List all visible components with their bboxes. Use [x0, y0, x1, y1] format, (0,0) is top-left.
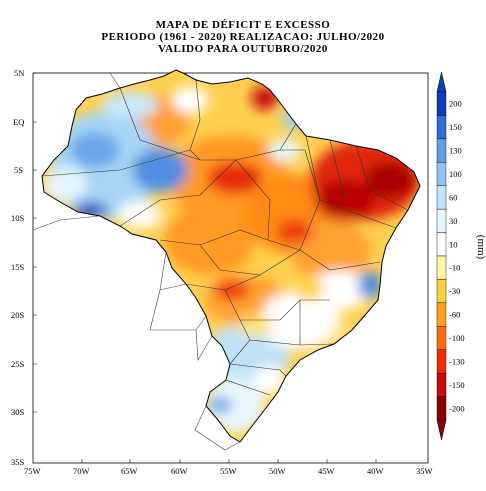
colorbar-label: -10	[449, 263, 460, 273]
lat-label: 25S	[11, 359, 25, 369]
colorbar: 200 150 130 100 60 30 10 -10 -30 -60 -100 -130 -150 -…	[436, 71, 465, 441]
lon-label: 65W	[121, 466, 138, 476]
colorbar-segment	[436, 372, 447, 397]
axis-ticks	[33, 72, 377, 463]
colorbar-label: 10	[449, 239, 458, 249]
lon-label: 45W	[318, 466, 335, 476]
colorbar-arrow-bottom	[436, 419, 447, 441]
longitude-labels: 75W 70W 65W 60W 55W 50W 45W 40W 35W	[24, 466, 433, 476]
lon-label: 35W	[416, 466, 433, 476]
colorbar-segment	[436, 326, 447, 350]
colorbar-label: -130	[449, 356, 465, 366]
lon-label: 50W	[269, 466, 286, 476]
colorbar-label: 60	[449, 192, 458, 202]
lon-label: 75W	[24, 466, 41, 476]
lat-label: 5N	[14, 68, 24, 78]
colorbar-segment	[436, 91, 447, 116]
colorbar-segment	[436, 115, 447, 140]
colorbar-label: 30	[449, 216, 458, 226]
colorbar-label: -30	[449, 286, 460, 296]
colorbar-label: -100	[449, 333, 465, 343]
colorbar-label: 200	[449, 99, 462, 109]
lat-label: 10S	[11, 213, 25, 223]
colorbar-segment	[436, 349, 447, 374]
colorbar-segment	[436, 255, 447, 280]
map-title-line2: PERIODO (1961 - 2020) REALIZACAO: JULHO/…	[101, 31, 385, 43]
lat-label: 5S	[14, 165, 23, 175]
lat-label: 20S	[11, 310, 25, 320]
colorbar-arrow-top	[436, 71, 447, 93]
colorbar-label: 130	[449, 146, 462, 156]
colorbar-segment	[436, 162, 447, 186]
colorbar-segment	[436, 232, 447, 257]
map-title-line1: MAPA DE DÉFICIT E EXCESSO	[155, 19, 331, 31]
lat-label: 35S	[11, 457, 25, 467]
lat-label: EQ	[13, 117, 24, 127]
colorbar-unit: (mm)	[475, 235, 486, 260]
lon-label: 60W	[171, 466, 188, 476]
colorbar-segment	[436, 396, 447, 421]
lon-label: 55W	[220, 466, 237, 476]
colorbar-segment	[436, 279, 447, 304]
latitude-labels: 5N EQ 5S 10S 15S 20S 25S 30S 35S	[11, 68, 25, 467]
colorbar-segment	[436, 185, 447, 210]
colorbar-label: 150	[449, 122, 462, 132]
colorbar-segment	[436, 208, 447, 233]
lat-label: 15S	[11, 262, 25, 272]
lat-label: 30S	[11, 407, 25, 417]
map-title-line3: VALIDO PARA OUTUBRO/2020	[158, 43, 328, 55]
colorbar-label: -60	[449, 310, 460, 320]
colorbar-segment	[436, 138, 447, 163]
lon-label: 70W	[73, 466, 90, 476]
colorbar-segment	[436, 302, 447, 327]
neighbour-borders	[32, 72, 241, 451]
lon-label: 40W	[367, 466, 384, 476]
colorbar-label: 100	[449, 169, 462, 179]
colorbar-label: -150	[449, 380, 465, 390]
state-borders	[42, 79, 409, 396]
colorbar-label: -200	[449, 403, 465, 413]
